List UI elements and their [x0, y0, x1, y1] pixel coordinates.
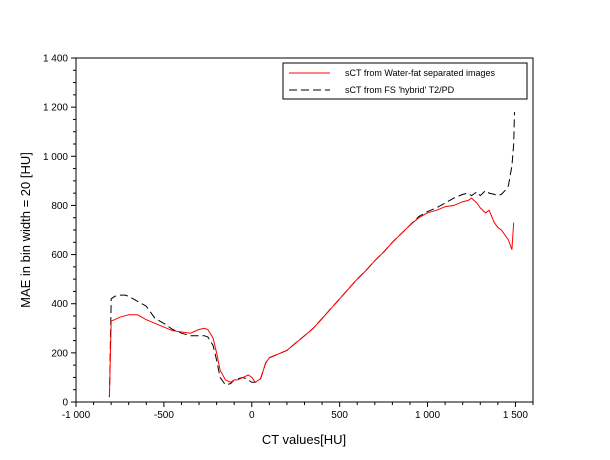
series-lines: [108, 112, 515, 398]
legend: sCT from Water-fat separated images sCT …: [282, 62, 528, 100]
y-tick-label: 0: [62, 398, 68, 409]
y-tick-label: 600: [51, 250, 68, 261]
x-tick-label: -1 000: [62, 410, 91, 421]
y-tick-label: 200: [51, 348, 68, 359]
x-axis: -1 000 -500 0 500 1 000 1 500: [62, 402, 534, 421]
legend-label-fs-hybrid: sCT from FS 'hybrid' T2/PD: [345, 85, 455, 95]
y-tick-label: 1 000: [43, 152, 68, 163]
y-tick-label: 400: [51, 299, 68, 310]
y-axis-label: MAE in bin width = 20 [HU]: [18, 152, 33, 308]
legend-box: [282, 62, 528, 100]
y-axis: 0 200 400 600 800 1 000 1 200 1 400: [43, 54, 76, 409]
x-axis-label: CT values[HU]: [262, 432, 346, 447]
y-tick-label: 800: [51, 201, 68, 212]
y-tick-label: 1 200: [43, 103, 68, 114]
plot-area: [75, 57, 534, 403]
y-tick-label: 1 400: [43, 54, 68, 65]
x-tick-label: 1 500: [503, 410, 528, 421]
x-tick-label: 0: [249, 410, 255, 421]
x-tick-label: 1 000: [415, 410, 440, 421]
x-tick-label: 500: [331, 410, 348, 421]
legend-label-water-fat: sCT from Water-fat separated images: [345, 68, 496, 78]
series-line-0: [108, 197, 515, 398]
x-tick-label: -500: [154, 410, 174, 421]
